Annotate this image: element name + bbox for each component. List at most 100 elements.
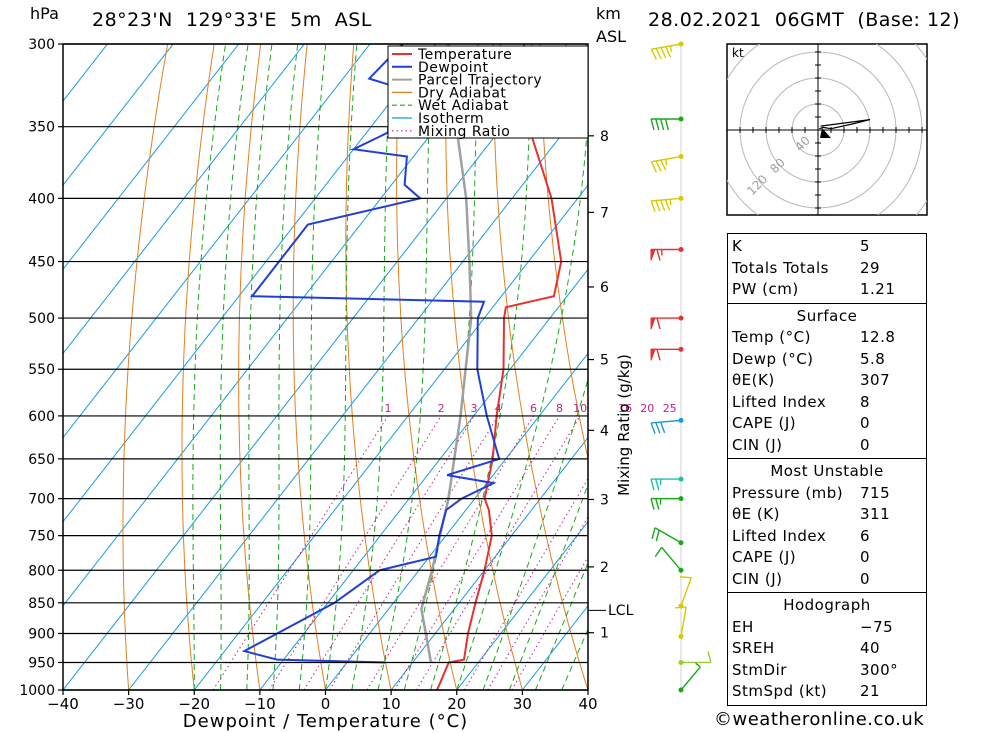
mixing-ratio-line [303, 415, 475, 690]
wind-barb [674, 606, 687, 639]
wind-barb [650, 41, 684, 60]
wind-barb-full [660, 159, 667, 171]
km-tick-label: 2 [600, 560, 609, 576]
wind-barb [650, 346, 684, 361]
legend-entry: Dry Adiabat [418, 85, 506, 101]
index-value: 0 [860, 548, 871, 566]
dry-adiabat-line [181, 44, 215, 690]
mixing-ratio-line [511, 555, 588, 690]
wind-barb-full [655, 48, 662, 59]
isotherm-line [325, 352, 588, 690]
mixing-ratio-value: 16 [618, 402, 632, 415]
x-tick-label: 10 [382, 695, 401, 713]
wind-barb [678, 662, 701, 693]
wet-adiabat-line [325, 44, 358, 690]
mixing-ratio-line [268, 415, 442, 690]
mixing-ratio-value: 4 [495, 402, 502, 415]
index-row: Lifted Index 6 [732, 526, 922, 548]
wind-barb-full [679, 576, 692, 579]
wind-barb-full [655, 478, 660, 491]
km-tick-label: 3 [600, 492, 609, 508]
wind-barb [650, 496, 684, 510]
index-row: StmDir 300° [732, 660, 922, 682]
km-tick-label: 7 [600, 205, 609, 221]
index-value: 29 [860, 258, 881, 277]
wind-barb [650, 116, 684, 131]
wind-barb-pennant [650, 248, 656, 261]
wind-barb-full [650, 118, 655, 131]
wind-barb-full [655, 160, 662, 172]
most-unstable-indices: Most Unstable Pressure (mb) 715 θE (K) 311 L… [727, 459, 927, 593]
legend-entry: Mixing Ratio [418, 124, 510, 140]
x-tick-label: −20 [178, 695, 210, 713]
wind-barb-full [655, 529, 660, 542]
index-label: Totals Totals [732, 258, 829, 277]
index-value: 1.21 [860, 280, 896, 298]
location-title: 28°23'N 129°33'E 5m ASL [92, 9, 372, 31]
pressure-tick-label: 350 [28, 120, 55, 136]
wind-barb [650, 246, 684, 261]
dry-adiabat-line [539, 44, 588, 461]
x-axis-label: Dewpoint / Temperature (°C) [183, 711, 468, 732]
wind-barb-full [660, 421, 666, 434]
wind-barb-full [664, 199, 671, 211]
wind-barb-full [665, 46, 672, 58]
index-label: CIN (J) [732, 569, 783, 588]
wind-barb-full [674, 606, 687, 609]
index-row: PW (cm) 1.21 [732, 279, 922, 301]
wind-barb-full [650, 422, 656, 434]
dry-adiabat-line [292, 44, 326, 690]
wind-barb-staff [680, 666, 701, 691]
pressure-tick-label: 300 [28, 37, 55, 53]
wind-barb-full [656, 349, 661, 361]
mixing-ratio-line [366, 415, 534, 690]
surface-indices: Surface Temp (°C) 12.8 Dewp (°C) 5.8 θE(K) 30… [727, 303, 927, 459]
pressure-tick-label: 850 [28, 596, 55, 612]
mixing-ratio-line [394, 415, 560, 690]
wind-barb-staff [651, 419, 682, 424]
index-value: 0 [860, 414, 871, 432]
mixing-ratio-value: 6 [530, 402, 537, 415]
hpa-label: hPa [30, 4, 59, 23]
index-label: CAPE (J) [732, 548, 797, 566]
mixing-ratio-axis-label: Mixing Ratio (g/kg) [615, 354, 633, 496]
index-row: Dewp (°C) 5.8 [732, 349, 922, 371]
mixing-ratio-value: 20 [640, 402, 654, 415]
hodograph-trace [819, 119, 871, 130]
most-unstable-title: Most Unstable [770, 462, 884, 480]
pressure-tick-label: 600 [28, 409, 55, 425]
index-row: EH −75 [732, 617, 922, 639]
index-label: SREH [732, 639, 775, 657]
index-value: 12.8 [860, 328, 896, 346]
wind-barb-full [656, 317, 661, 330]
x-tick-label: 0 [321, 695, 331, 713]
index-value: 0 [860, 435, 871, 454]
legend-entry: Isotherm [418, 111, 484, 127]
wind-barb-full [654, 546, 663, 558]
isotherm-line [390, 436, 588, 690]
pressure-tick-label: 400 [28, 191, 55, 207]
index-row: StmSpd (kt) 21 [732, 681, 922, 703]
wind-barb-full [655, 422, 661, 434]
mixing-ratio-line [212, 415, 389, 690]
km-tick-label: 1 [600, 626, 609, 642]
credit-text: ©weatheronline.co.uk [714, 709, 925, 730]
wind-barb [654, 546, 684, 573]
index-value: 715 [860, 483, 891, 502]
isotherm-line [259, 268, 588, 690]
wind-barb-staff [661, 546, 682, 571]
index-row: θE (K) 311 [732, 504, 922, 526]
index-value: 21 [860, 682, 881, 700]
hodograph-unit-label: kt [732, 46, 744, 60]
x-tick-label: −30 [113, 695, 145, 713]
index-value: −75 [860, 617, 894, 636]
mixing-ratio-value: 3 [471, 402, 478, 415]
km-tick-label: 6 [600, 280, 609, 296]
isotherm-line [63, 44, 174, 187]
mixing-ratio-value: 2 [438, 402, 445, 415]
index-label: Pressure (mb) [732, 483, 844, 502]
legend-box [387, 45, 589, 139]
km-label: km [596, 4, 621, 23]
wind-barb [678, 651, 712, 665]
